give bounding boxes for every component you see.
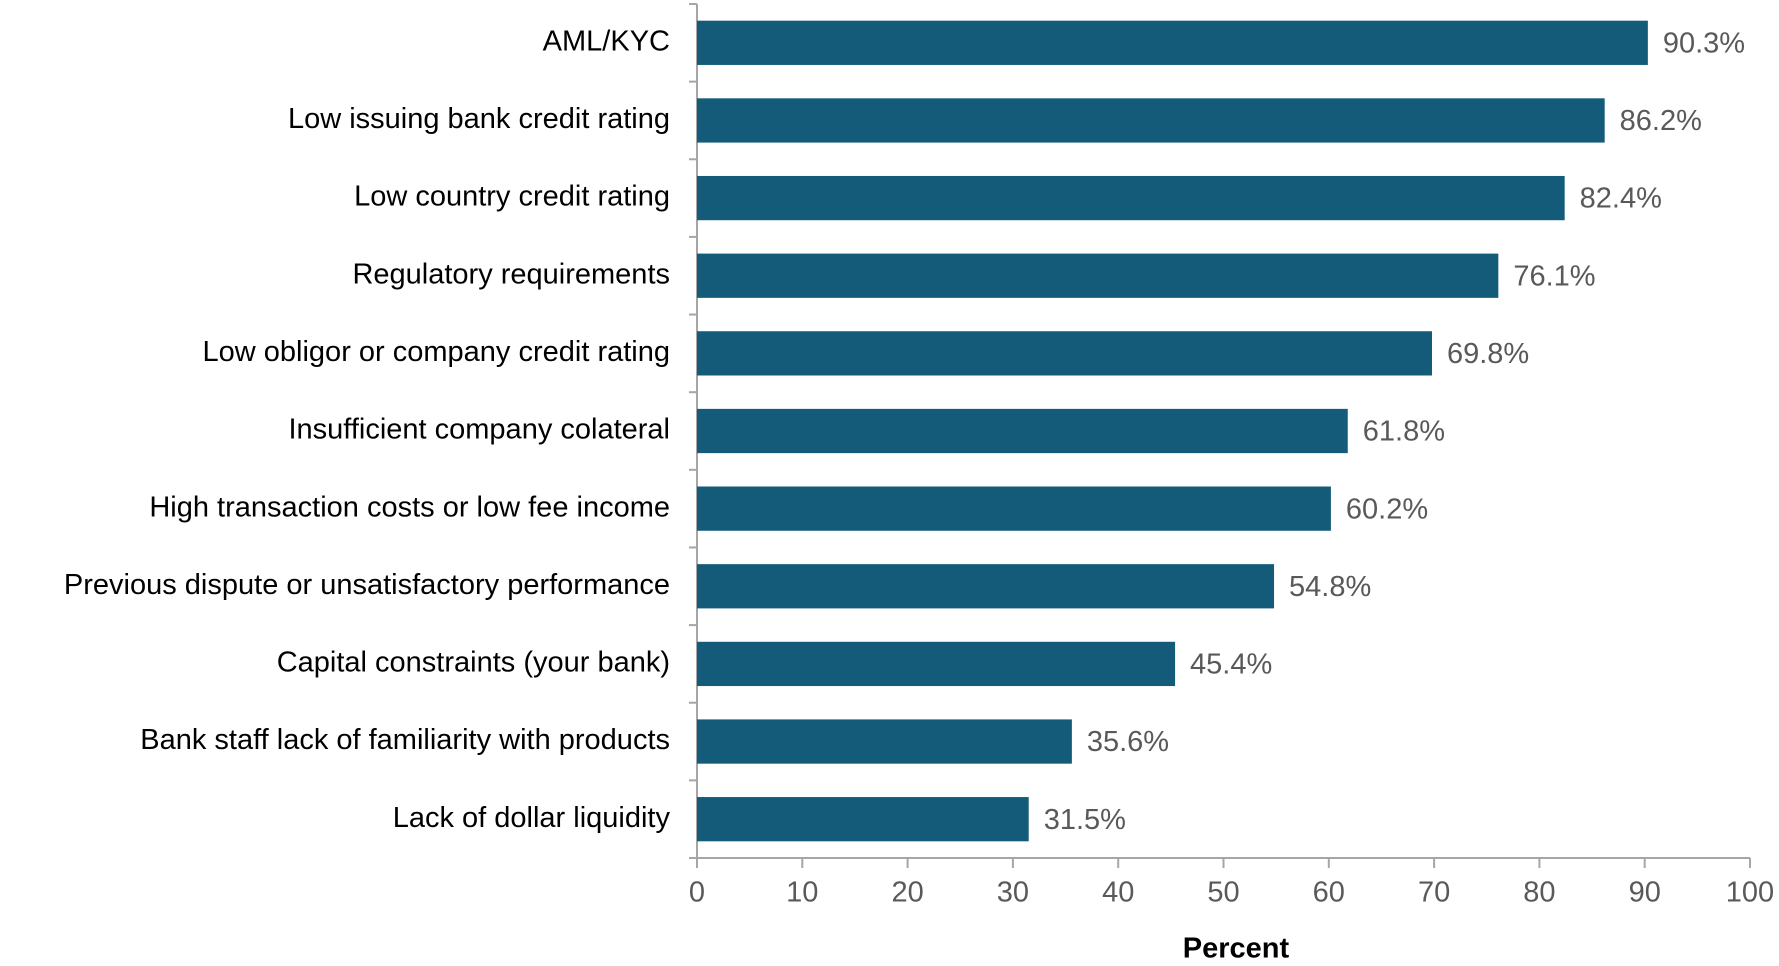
y-tick-label: Capital constraints (your bank)	[277, 647, 670, 679]
x-tick-label: 50	[1207, 877, 1239, 909]
bar	[697, 408, 1348, 454]
bar	[697, 641, 1176, 687]
value-label: 60.2%	[1346, 493, 1428, 525]
value-label: 61.8%	[1363, 416, 1445, 448]
x-tick-label: 40	[1102, 877, 1134, 909]
x-tick-label: 20	[891, 877, 923, 909]
value-label: 86.2%	[1620, 105, 1702, 137]
bar	[697, 20, 1648, 65]
value-label: 90.3%	[1663, 27, 1745, 59]
bar	[697, 797, 1029, 842]
y-tick-label: High transaction costs or low fee income	[149, 491, 670, 523]
value-label: 35.6%	[1087, 726, 1169, 758]
y-tick-label: Regulatory requirements	[352, 258, 670, 290]
bar	[697, 98, 1605, 143]
bar	[697, 564, 1275, 609]
x-tick-label: 70	[1418, 877, 1450, 909]
bar	[697, 175, 1565, 221]
bar	[697, 253, 1499, 298]
value-label: 76.1%	[1513, 260, 1595, 292]
x-tick-label: 30	[997, 877, 1029, 909]
bar	[697, 719, 1072, 764]
y-tick-label: Low issuing bank credit rating	[288, 103, 670, 135]
y-tick-label: Insufficient company colateral	[288, 414, 670, 446]
bar	[697, 331, 1432, 376]
x-axis-title: Percent	[1183, 933, 1290, 965]
value-label: 45.4%	[1190, 649, 1272, 681]
y-tick-label: AML/KYC	[543, 25, 670, 57]
x-tick-label: 80	[1523, 877, 1555, 909]
y-tick-label: Previous dispute or unsatisfactory perfo…	[64, 569, 670, 601]
value-label: 82.4%	[1580, 183, 1662, 215]
x-tick-label: 0	[689, 877, 705, 909]
y-tick-label: Low country credit rating	[354, 181, 670, 213]
y-tick-label: Low obligor or company credit rating	[203, 336, 670, 368]
x-tick-label: 10	[786, 877, 818, 909]
y-tick-label: Lack of dollar liquidity	[393, 802, 671, 834]
value-label: 69.8%	[1447, 338, 1529, 370]
value-label: 54.8%	[1289, 571, 1371, 603]
x-tick-label: 90	[1629, 877, 1661, 909]
value-label: 31.5%	[1044, 804, 1126, 836]
x-tick-label: 60	[1313, 877, 1345, 909]
bar	[697, 486, 1331, 531]
y-tick-label: Bank staff lack of familiarity with prod…	[140, 724, 670, 756]
x-tick-label: 100	[1726, 877, 1774, 909]
